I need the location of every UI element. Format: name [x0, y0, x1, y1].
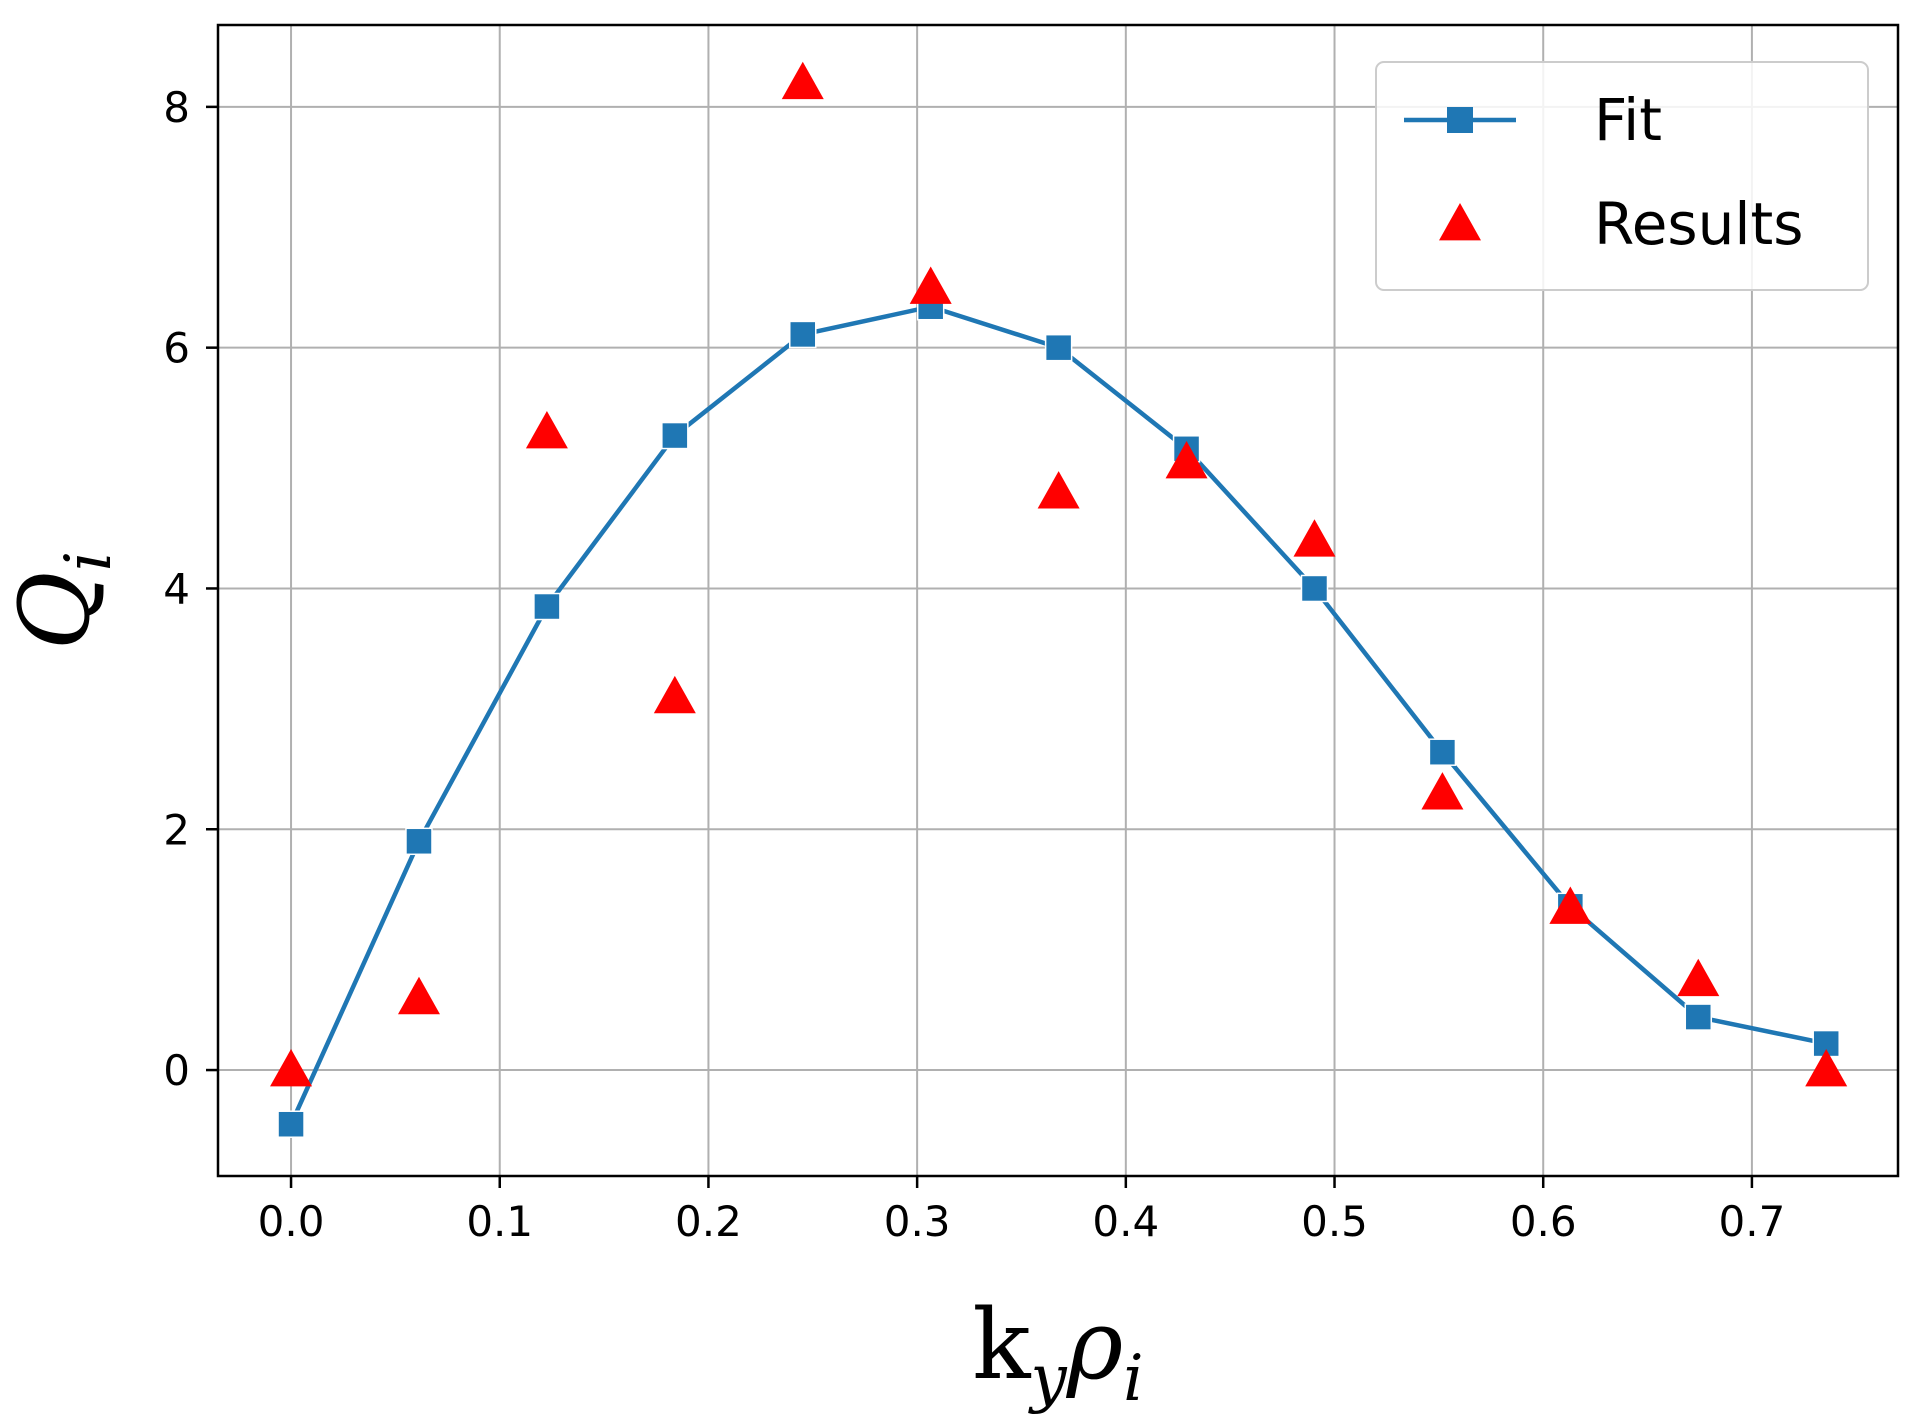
results-point: [1677, 958, 1720, 997]
fit-point: [1812, 1029, 1840, 1058]
fit-point: [789, 320, 817, 349]
x-tick-label: 0.0: [258, 1197, 325, 1246]
x-axis-label: kyρi: [972, 1289, 1143, 1416]
legend: Fit Results: [1375, 61, 1869, 291]
results-point: [1293, 519, 1336, 557]
results-point: [397, 976, 440, 1015]
results-point: [781, 61, 824, 100]
x-axis-label-rho: ρ: [1066, 1289, 1123, 1401]
y-tick-label: 0: [163, 1046, 190, 1095]
x-tick-label: 0.5: [1301, 1197, 1368, 1246]
fit-point: [1428, 738, 1457, 766]
results-series: [270, 61, 1848, 1087]
x-axis-label-sub1: y: [1028, 1342, 1068, 1416]
x-tick-label: 0.7: [1719, 1197, 1786, 1246]
y-tick-label: 6: [163, 324, 190, 373]
results-point: [1549, 886, 1592, 924]
plot-frame: [216, 23, 1900, 1178]
results-point: [1421, 772, 1464, 810]
y-axis-label: Qi: [0, 551, 126, 650]
legend-fit-marker: [1447, 107, 1473, 133]
y-tick-label: 4: [163, 564, 190, 613]
results-point: [270, 1049, 313, 1087]
y-tick-label: 8: [163, 83, 190, 132]
x-axis-label-base: k: [972, 1289, 1031, 1401]
y-axis-label-base: Q: [0, 571, 111, 650]
axes: 0.0 0.1 0.2 0.3 0.4 0.5 0.6 0.7 0 2 4 6 8: [163, 83, 1785, 1246]
fit-point: [1300, 574, 1329, 603]
x-tick-label: 0.3: [884, 1197, 951, 1246]
y-tick-label: 2: [163, 805, 190, 854]
legend-results-label: Results: [1594, 190, 1803, 258]
x-tick-label: 0.4: [1092, 1197, 1159, 1246]
results-point: [525, 410, 568, 449]
y-axis-label-sub: i: [52, 551, 126, 571]
fit-point: [405, 827, 433, 856]
fit-point: [533, 592, 561, 621]
x-tick-label: 0.2: [675, 1197, 742, 1246]
legend-results-marker: [1439, 203, 1481, 241]
fit-point: [1044, 333, 1073, 362]
legend-fit-label: Fit: [1594, 86, 1662, 154]
results-point: [909, 266, 952, 304]
fit-point: [1684, 1003, 1713, 1031]
x-tick-label: 0.1: [466, 1197, 533, 1246]
results-point: [1165, 441, 1208, 479]
results-point: [1037, 471, 1080, 509]
fit-point: [661, 421, 689, 450]
x-tick-label: 0.6: [1510, 1197, 1577, 1246]
results-point: [1805, 1049, 1848, 1087]
fit-point: [277, 1110, 305, 1138]
results-point: [653, 675, 696, 714]
x-axis-label-sub2: i: [1123, 1342, 1143, 1416]
